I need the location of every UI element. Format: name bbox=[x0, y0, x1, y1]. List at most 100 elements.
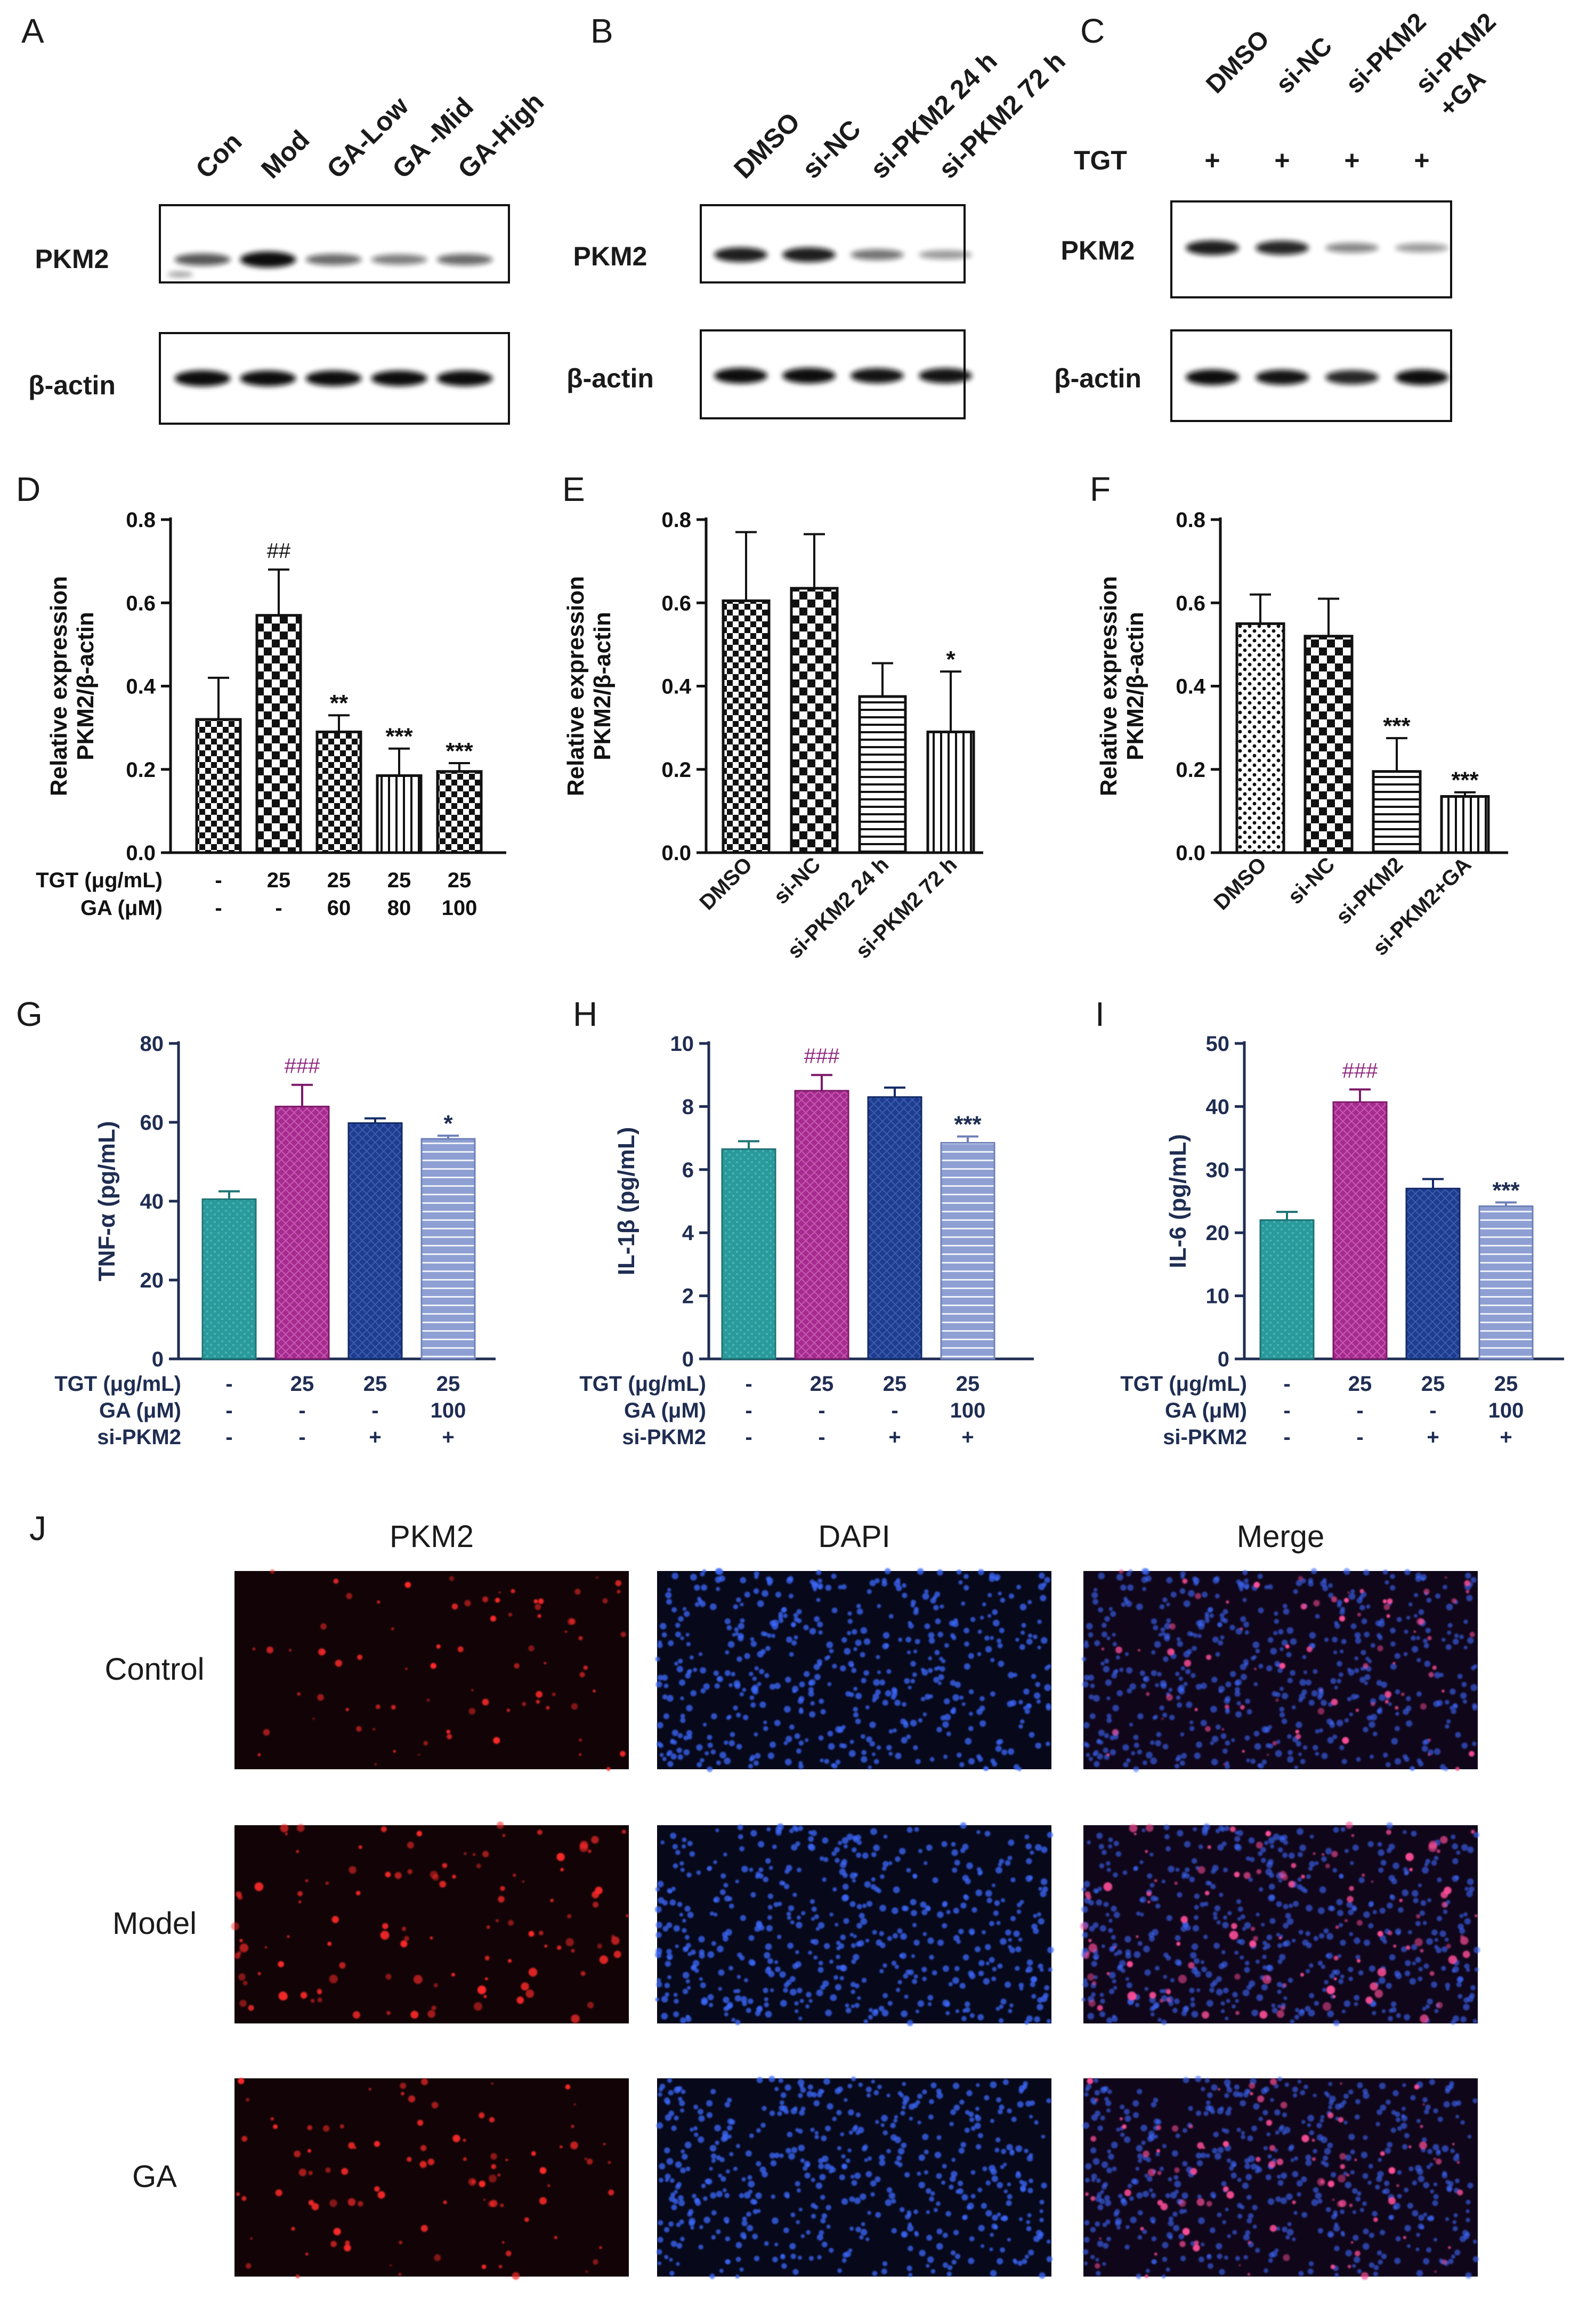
dapi-nucleus bbox=[737, 1824, 743, 1831]
blot-A-band bbox=[305, 254, 362, 265]
dapi-nucleus bbox=[1315, 1614, 1320, 1619]
dapi-nucleus bbox=[1298, 1752, 1302, 1756]
micrograph-column-title: PKM2 bbox=[390, 1519, 474, 1554]
dapi-nucleus bbox=[1261, 1858, 1266, 1863]
dapi-nucleus bbox=[934, 2151, 942, 2159]
pkm2-signal bbox=[373, 1728, 375, 1731]
dapi-nucleus bbox=[673, 1993, 678, 1997]
dapi-nucleus bbox=[700, 1667, 707, 1674]
dapi-nucleus bbox=[1008, 1839, 1015, 1846]
dapi-nucleus bbox=[690, 2225, 694, 2230]
dapi-nucleus bbox=[1473, 1664, 1478, 1669]
dapi-nucleus bbox=[1022, 2258, 1027, 2264]
dapi-nucleus bbox=[1168, 1688, 1173, 1692]
dapi-nucleus bbox=[1387, 2142, 1393, 2148]
dapi-nucleus bbox=[1094, 1975, 1098, 1980]
dapi-nucleus bbox=[1350, 1623, 1357, 1630]
pkm2-signal bbox=[380, 1826, 387, 1832]
dapi-nucleus bbox=[714, 1683, 720, 1689]
chart-G-condition-label: si-PKM2 bbox=[97, 1426, 181, 1449]
dapi-nucleus bbox=[1210, 1883, 1216, 1890]
dapi-nucleus bbox=[1180, 1571, 1186, 1577]
pkm2-signal bbox=[570, 2141, 578, 2150]
dapi-nucleus bbox=[897, 2148, 905, 2155]
dapi-nucleus bbox=[843, 1894, 849, 1901]
dapi-nucleus bbox=[849, 1901, 856, 1907]
dapi-nucleus bbox=[1198, 2217, 1205, 2224]
dapi-nucleus bbox=[1450, 2148, 1455, 2153]
chart-I-condition-value: - bbox=[1356, 1399, 1363, 1422]
dapi-nucleus bbox=[1136, 2273, 1141, 2279]
dapi-nucleus bbox=[861, 2146, 867, 2152]
dapi-nucleus bbox=[1175, 1935, 1181, 1941]
dapi-nucleus bbox=[1149, 2006, 1155, 2012]
dapi-nucleus bbox=[1306, 1969, 1310, 1974]
dapi-nucleus bbox=[770, 2160, 777, 2167]
dapi-nucleus bbox=[1357, 2082, 1363, 2088]
dapi-nucleus bbox=[899, 2207, 905, 2213]
dapi-nucleus bbox=[950, 1680, 956, 1686]
dapi-nucleus bbox=[723, 1996, 730, 2003]
dapi-nucleus bbox=[765, 2011, 772, 2018]
pkm2-signal bbox=[606, 1767, 611, 1771]
dapi-nucleus bbox=[916, 2100, 920, 2105]
pkm2-signal bbox=[1334, 1977, 1337, 1981]
dapi-nucleus bbox=[1254, 1743, 1261, 1750]
pkm2-signal bbox=[489, 2174, 497, 2183]
dapi-nucleus bbox=[1348, 2089, 1354, 2095]
dapi-nucleus bbox=[1207, 2254, 1211, 2258]
dapi-nucleus bbox=[1433, 2108, 1438, 2114]
dapi-nucleus bbox=[861, 2222, 865, 2226]
dapi-nucleus bbox=[675, 1622, 681, 1628]
pkm2-signal bbox=[1159, 1998, 1164, 2003]
dapi-nucleus bbox=[1179, 1760, 1185, 1766]
dapi-nucleus bbox=[813, 2100, 820, 2107]
dapi-nucleus bbox=[961, 1702, 966, 1706]
chart-I-condition-value: - bbox=[1429, 1399, 1436, 1422]
blot-C-band bbox=[1256, 240, 1309, 255]
dapi-nucleus bbox=[1381, 2009, 1386, 2013]
dapi-nucleus bbox=[998, 2018, 1004, 2023]
dapi-nucleus bbox=[999, 2004, 1003, 2009]
pkm2-signal bbox=[1136, 1935, 1139, 1938]
dapi-nucleus bbox=[1124, 2115, 1131, 2122]
dapi-nucleus bbox=[667, 1975, 671, 1980]
dapi-nucleus bbox=[1354, 2002, 1358, 2006]
dapi-nucleus bbox=[854, 1873, 858, 1877]
chart-H-condition-value: + bbox=[961, 1426, 974, 1449]
dapi-nucleus bbox=[754, 2255, 760, 2262]
dapi-nucleus bbox=[1217, 1623, 1222, 1627]
dapi-nucleus bbox=[829, 1912, 833, 1917]
dapi-nucleus bbox=[741, 1866, 748, 1873]
pkm2-signal bbox=[449, 1576, 455, 1581]
dapi-nucleus bbox=[747, 1998, 754, 2004]
dapi-nucleus bbox=[668, 1889, 673, 1893]
dapi-nucleus bbox=[1100, 2115, 1105, 2121]
dapi-nucleus bbox=[1354, 1937, 1361, 1944]
dapi-nucleus bbox=[1369, 1901, 1374, 1906]
dapi-nucleus bbox=[1022, 2084, 1027, 2090]
chart-G-y-tick-label: 0 bbox=[152, 1348, 164, 1371]
dapi-nucleus bbox=[929, 1757, 935, 1762]
pkm2-signal bbox=[1265, 1831, 1272, 1837]
dapi-nucleus bbox=[1473, 1832, 1480, 1838]
dapi-nucleus bbox=[1353, 2234, 1359, 2241]
dapi-nucleus bbox=[750, 1702, 756, 1708]
pkm2-signal bbox=[356, 1726, 362, 1732]
dapi-nucleus bbox=[680, 2167, 686, 2174]
dapi-nucleus bbox=[1342, 2100, 1347, 2105]
chart-I-condition-value: 100 bbox=[1488, 1399, 1524, 1422]
dapi-nucleus bbox=[1352, 2188, 1358, 2194]
dapi-nucleus bbox=[829, 2248, 834, 2253]
dapi-nucleus bbox=[1452, 1858, 1459, 1865]
blot-A-band bbox=[174, 370, 231, 386]
dapi-nucleus bbox=[1319, 2118, 1324, 2123]
dapi-nucleus bbox=[832, 2117, 837, 2121]
dapi-nucleus bbox=[985, 1944, 991, 1950]
dapi-nucleus bbox=[673, 1925, 680, 1932]
dapi-nucleus bbox=[1372, 2011, 1377, 2015]
dapi-nucleus bbox=[1172, 2212, 1178, 2217]
dapi-nucleus bbox=[1226, 1998, 1230, 2003]
pkm2-signal bbox=[1414, 2084, 1420, 2090]
dapi-nucleus bbox=[1112, 1705, 1119, 1712]
